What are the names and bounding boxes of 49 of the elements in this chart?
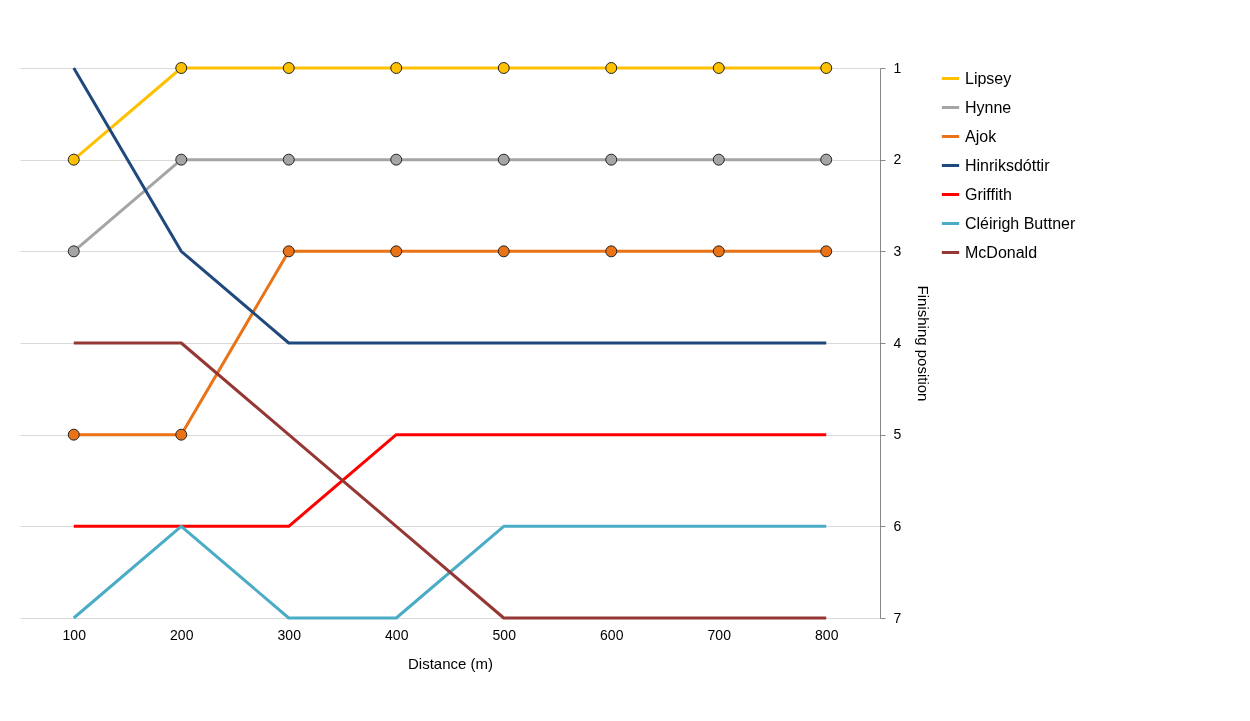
point bbox=[820, 153, 833, 166]
legend-label: McDonald bbox=[965, 243, 1038, 261]
y-tick-label: 4 bbox=[893, 334, 902, 351]
point bbox=[605, 153, 618, 166]
point bbox=[390, 153, 403, 166]
point bbox=[175, 153, 188, 166]
y-tick-label: 5 bbox=[893, 426, 902, 443]
legend-label: Hinriksdóttir bbox=[965, 156, 1051, 174]
x-axis-title: Distance (m) bbox=[407, 654, 494, 672]
point bbox=[820, 62, 833, 74]
point bbox=[712, 153, 725, 166]
legend-label: Cléirigh Buttner bbox=[965, 214, 1076, 232]
point bbox=[175, 62, 188, 74]
x-tick-label: 100 bbox=[62, 626, 87, 643]
point bbox=[497, 153, 510, 166]
y-tick-label: 6 bbox=[893, 517, 902, 534]
point bbox=[67, 153, 80, 166]
legend-label: Lipsey bbox=[965, 69, 1012, 87]
x-tick-label: 400 bbox=[385, 626, 409, 643]
x-tick-label: 200 bbox=[170, 626, 194, 643]
y-axis-title: Finishing position bbox=[915, 285, 933, 402]
point bbox=[282, 62, 295, 74]
legend-label: Hynne bbox=[965, 98, 1012, 116]
point bbox=[605, 62, 618, 74]
y-tick-label: 1 bbox=[893, 59, 902, 76]
point bbox=[712, 62, 725, 74]
point bbox=[175, 428, 188, 441]
x-tick-label: 500 bbox=[492, 626, 517, 643]
line-series bbox=[72, 341, 828, 620]
x-tick-label: 800 bbox=[815, 626, 839, 643]
point bbox=[605, 245, 618, 258]
point bbox=[282, 245, 295, 258]
y-tick-label: 7 bbox=[893, 609, 902, 626]
y-tick-label: 3 bbox=[893, 242, 902, 259]
x-tick-label: 600 bbox=[600, 626, 624, 643]
point bbox=[390, 62, 403, 74]
point bbox=[67, 428, 80, 441]
x-tick-label: 700 bbox=[707, 626, 732, 643]
point bbox=[282, 153, 295, 166]
legend-label: Griffith bbox=[965, 185, 1012, 203]
point bbox=[497, 245, 510, 258]
x-tick-label: 300 bbox=[277, 626, 302, 643]
y-tick-label: 2 bbox=[893, 151, 902, 168]
legend-label: Ajok bbox=[965, 127, 998, 145]
point bbox=[712, 245, 725, 258]
point bbox=[67, 245, 80, 258]
point bbox=[820, 245, 833, 258]
point bbox=[497, 62, 510, 74]
point bbox=[390, 245, 403, 258]
